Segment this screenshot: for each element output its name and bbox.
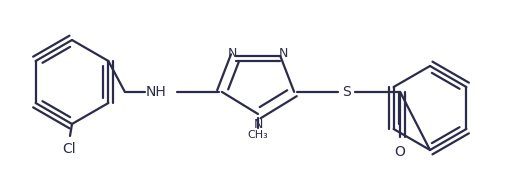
Text: N: N (253, 118, 262, 131)
Text: S: S (341, 85, 350, 99)
Text: O: O (394, 145, 405, 159)
Text: CH₃: CH₃ (247, 130, 268, 140)
Text: NH: NH (146, 85, 167, 99)
Text: N: N (278, 47, 287, 60)
Text: N: N (228, 47, 237, 60)
Text: Cl: Cl (62, 142, 76, 156)
